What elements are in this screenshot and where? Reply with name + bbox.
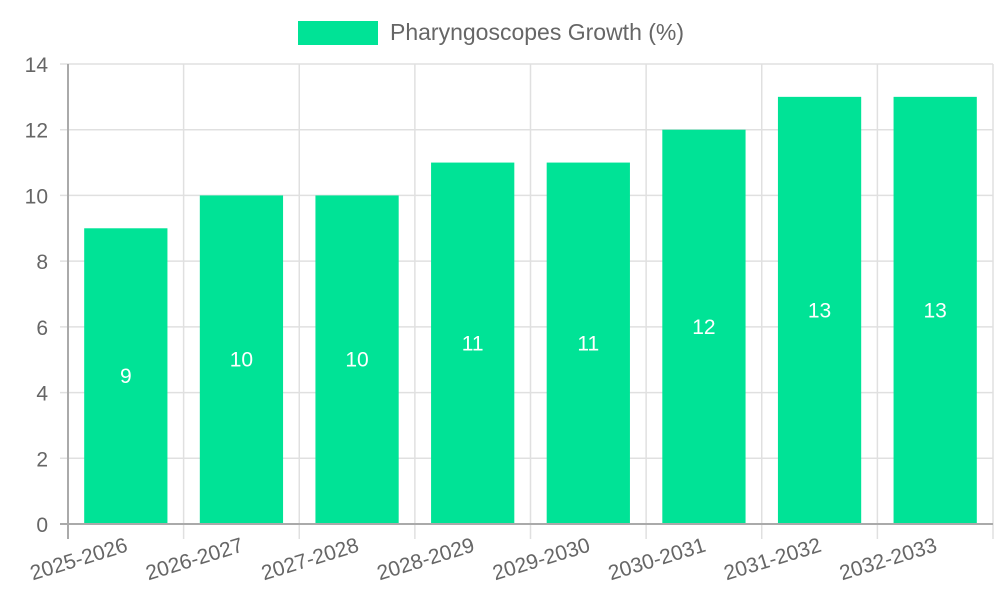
y-tick-label: 2 — [36, 448, 48, 471]
chart-legend[interactable]: Pharyngoscopes Growth (%) — [298, 19, 684, 46]
y-tick-label: 14 — [25, 54, 49, 77]
x-tick-label: 2032-2033 — [837, 534, 940, 585]
y-tick-label: 0 — [36, 514, 48, 537]
x-tick-label: 2026-2027 — [143, 534, 246, 585]
y-tick-label: 4 — [36, 383, 48, 406]
bar-value-label: 13 — [924, 299, 947, 322]
y-tick-label: 10 — [25, 185, 48, 208]
x-tick-label: 2025-2026 — [28, 534, 131, 585]
x-tick-label: 2031-2032 — [721, 534, 824, 585]
bars: 9 10 10 11 11 12 13 13 — [84, 96, 977, 525]
bar[interactable] — [546, 162, 630, 525]
bar-value-label: 11 — [577, 332, 599, 355]
bar[interactable] — [893, 96, 977, 524]
x-tick-label: 2030-2031 — [606, 534, 709, 585]
x-tick-label: 2028-2029 — [374, 534, 477, 585]
bar-value-label: 10 — [345, 349, 368, 372]
y-tick-label: 8 — [36, 251, 48, 274]
bar-value-label: 12 — [692, 316, 715, 339]
x-tick-label: 2029-2030 — [490, 534, 593, 585]
bar[interactable] — [777, 96, 862, 524]
x-tick-label: 2027-2028 — [259, 534, 362, 585]
bar-value-label: 11 — [462, 332, 484, 355]
bar-value-label: 13 — [808, 299, 831, 322]
y-tick-label: 6 — [36, 317, 48, 340]
legend-swatch — [298, 20, 378, 45]
bar-value-label: 10 — [230, 349, 253, 372]
bar[interactable] — [315, 195, 399, 524]
bar-value-label: 9 — [120, 365, 132, 388]
bar[interactable] — [199, 195, 284, 524]
bar[interactable] — [662, 129, 746, 524]
legend-label: Pharyngoscopes Growth (%) — [390, 19, 685, 45]
y-tick-label: 12 — [25, 120, 48, 143]
bar[interactable] — [431, 162, 515, 525]
bar[interactable] — [84, 228, 168, 525]
